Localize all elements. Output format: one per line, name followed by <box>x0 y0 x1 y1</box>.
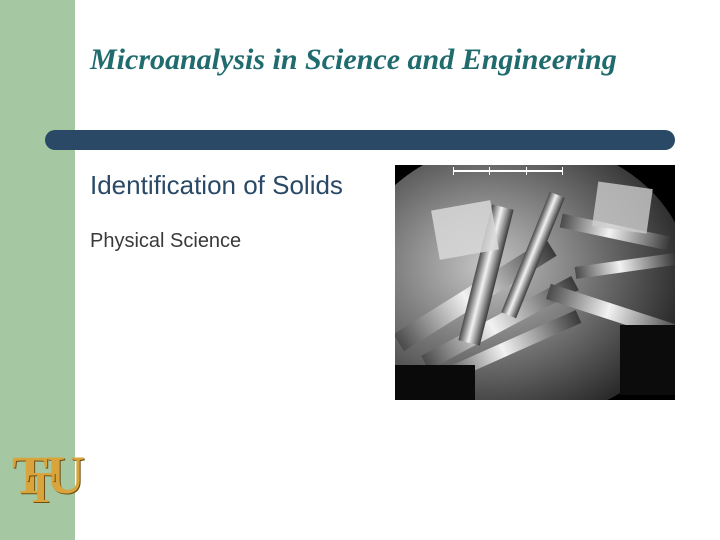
logo-glyph-t2: T <box>26 462 45 513</box>
slide-subject: Physical Science <box>90 230 241 253</box>
scale-bar <box>453 169 563 173</box>
slide-title-block: Microanalysis in Science and Engineering <box>90 42 640 78</box>
slide-title: Microanalysis in Science and Engineering <box>90 42 640 78</box>
microscopy-image <box>395 165 675 400</box>
slide-subtitle: Identification of Solids <box>90 170 343 201</box>
horizontal-accent-bar <box>45 130 675 150</box>
institution-logo: T U T <box>12 444 92 524</box>
logo-glyph-u: U <box>46 444 75 506</box>
